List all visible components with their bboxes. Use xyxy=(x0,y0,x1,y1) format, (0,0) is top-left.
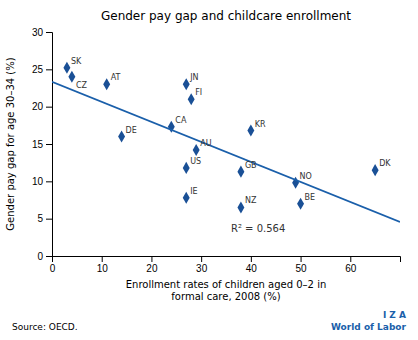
y-axis: 0 5 10 15 20 25 30 xyxy=(32,27,53,262)
point xyxy=(237,201,244,213)
y-tick-mark xyxy=(46,144,52,145)
point-label: DK xyxy=(379,159,391,168)
y-tick-label: 0 xyxy=(37,251,43,262)
chart: 0 10 20 30 40 50 60 0 5 10 15 20 25 30 SK CZ AT DE CA JN FI A… xyxy=(0,0,418,340)
x-axis-line xyxy=(53,257,401,263)
point xyxy=(103,78,110,90)
x-tick: 10 xyxy=(97,256,109,274)
y-tick-mark xyxy=(46,69,52,70)
x-tick-label: 50 xyxy=(296,263,308,274)
point xyxy=(68,71,75,83)
y-tick-mark xyxy=(46,32,52,33)
y-tick-label: 20 xyxy=(32,101,44,112)
point-label: NO xyxy=(300,172,312,181)
x-axis-title-line: formal care, 2008 (%) xyxy=(171,291,280,302)
y-tick-label: 25 xyxy=(32,64,44,75)
x-axis: 0 10 20 30 40 50 60 xyxy=(50,256,401,274)
y-tick-mark xyxy=(46,107,52,108)
y-tick-mark xyxy=(46,256,52,257)
point-labels: SK CZ AT DE CA JN FI AU US IE KR GB NZ NO BE DK xyxy=(71,57,391,206)
x-axis-title-line: Enrollment rates of children aged 0–2 in xyxy=(126,279,327,290)
y-axis-line xyxy=(46,33,53,257)
point-label: FI xyxy=(195,88,202,97)
point-label: AU xyxy=(200,139,211,148)
y-tick-label: 15 xyxy=(32,139,44,150)
x-tick-mark xyxy=(350,256,351,262)
point xyxy=(183,78,190,90)
y-tick-label: 10 xyxy=(32,176,44,187)
y-tick: 20 xyxy=(32,101,52,112)
point xyxy=(188,93,195,105)
point xyxy=(237,166,244,178)
y-tick: 25 xyxy=(32,64,52,75)
y-tick: 5 xyxy=(37,213,52,224)
point-label: BE xyxy=(305,193,316,202)
point xyxy=(193,144,200,156)
point-label: IE xyxy=(190,187,197,196)
annotation: R² = 0.564 xyxy=(231,223,285,234)
point-label: US xyxy=(190,157,201,166)
x-tick: 60 xyxy=(345,256,357,274)
x-tick-label: 60 xyxy=(345,263,357,274)
point xyxy=(183,192,190,204)
point xyxy=(183,162,190,174)
point xyxy=(372,164,379,176)
x-tick-label: 20 xyxy=(146,263,158,274)
y-tick: 15 xyxy=(32,139,52,150)
source: Source: OECD. xyxy=(12,322,78,332)
point xyxy=(247,125,254,137)
plot-area: 0 10 20 30 40 50 60 0 5 10 15 20 25 30 SK CZ AT DE CA JN FI A… xyxy=(32,27,401,274)
y-tick-mark xyxy=(46,181,52,182)
point xyxy=(118,131,125,143)
x-tick-label: 30 xyxy=(196,263,208,274)
point-label: NZ xyxy=(245,196,257,205)
point-label: AT xyxy=(111,73,121,82)
x-tick-mark xyxy=(251,256,252,262)
x-tick-mark xyxy=(301,256,302,262)
x-axis-title: Enrollment rates of children aged 0–2 in… xyxy=(126,279,327,302)
trend-line xyxy=(52,82,400,222)
point-label: GB xyxy=(245,161,257,170)
title: Gender pay gap and childcare enrollment xyxy=(101,9,351,23)
x-tick: 20 xyxy=(146,256,158,274)
x-tick-mark xyxy=(201,256,202,262)
x-tick: 40 xyxy=(246,256,258,274)
point-label: SK xyxy=(71,57,82,66)
x-tick: 0 xyxy=(50,256,56,274)
y-tick: 10 xyxy=(32,176,52,187)
point-label: CA xyxy=(175,116,187,125)
point xyxy=(297,198,304,210)
x-tick-label: 10 xyxy=(97,263,109,274)
point-label: JN xyxy=(189,73,198,82)
marks xyxy=(52,62,400,222)
point-label: CZ xyxy=(76,81,88,90)
point xyxy=(63,62,70,74)
x-tick-mark xyxy=(102,256,103,262)
branding: I Z A xyxy=(383,310,406,320)
y-tick: 0 xyxy=(37,251,52,262)
y-tick-label: 30 xyxy=(32,27,44,38)
point-label: DE xyxy=(126,126,137,135)
x-tick: 50 xyxy=(296,256,308,274)
x-tick: 30 xyxy=(196,256,208,274)
branding: World of Labor xyxy=(331,322,407,332)
y-tick: 30 xyxy=(32,27,52,38)
x-tick-mark xyxy=(151,256,152,262)
x-tick-label: 0 xyxy=(50,263,56,274)
point-label: KR xyxy=(255,120,266,129)
y-axis-title: Gender pay gap for age 30–34 (%) xyxy=(5,57,16,230)
x-tick-label: 40 xyxy=(246,263,258,274)
y-tick-label: 5 xyxy=(37,213,43,224)
y-tick-mark xyxy=(46,219,52,220)
